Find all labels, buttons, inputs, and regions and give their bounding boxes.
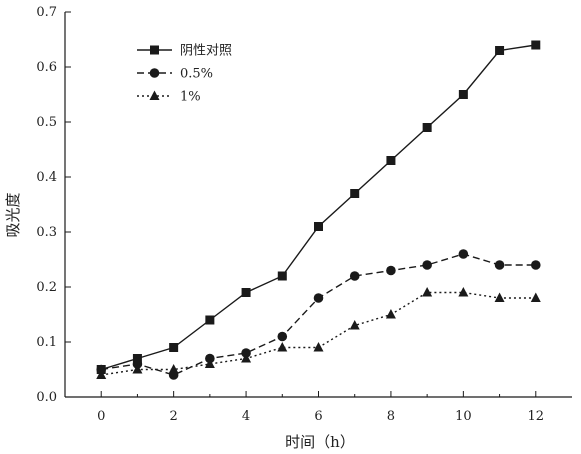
legend-label: 0.5%	[180, 67, 213, 82]
y-tick-label: 0.0	[36, 390, 57, 405]
y-tick-label: 0.7	[36, 5, 57, 20]
data-point-circle	[494, 260, 505, 270]
y-tick-label: 0.6	[36, 60, 57, 75]
x-tick-label: 6	[314, 409, 322, 424]
legend-item-2: 0.5%	[137, 67, 213, 82]
series-line	[101, 44, 536, 371]
series-layer	[96, 40, 541, 380]
x-tick-label: 12	[528, 409, 545, 424]
data-point-triangle	[385, 309, 396, 319]
data-point-square	[169, 343, 179, 352]
x-tick-label: 2	[170, 409, 178, 424]
data-point-circle	[530, 260, 541, 270]
data-point-circle	[313, 293, 324, 303]
data-point-circle	[277, 331, 288, 342]
x-tick-label: 0	[97, 409, 105, 424]
data-point-triangle	[313, 342, 324, 352]
data-point-triangle	[458, 287, 469, 297]
x-axis-label: 时间（h）	[285, 433, 355, 451]
data-point-circle	[96, 364, 107, 375]
data-point-triangle	[132, 364, 143, 374]
data-point-circle	[386, 265, 396, 276]
data-point-square	[277, 271, 287, 281]
data-point-square	[531, 40, 541, 50]
x-tick-label: 8	[387, 409, 395, 424]
data-point-square	[150, 45, 159, 55]
data-point-triangle	[204, 358, 215, 368]
data-point-triangle	[168, 364, 179, 374]
data-point-square	[386, 156, 396, 165]
legend-label: 1%	[180, 90, 201, 105]
data-point-square	[314, 222, 323, 231]
y-axis-label: 吸光度	[4, 192, 22, 237]
data-point-circle	[458, 249, 469, 259]
legend-item-3: 1%	[137, 90, 201, 105]
data-point-square	[350, 189, 360, 198]
y-tick-label: 0.5	[36, 115, 57, 130]
data-point-triangle	[277, 342, 288, 352]
data-point-triangle	[494, 292, 505, 302]
data-point-square	[422, 123, 432, 132]
data-point-triangle	[530, 292, 541, 302]
data-point-triangle	[149, 90, 160, 100]
data-point-triangle	[96, 369, 107, 379]
y-tick-label: 0.3	[36, 225, 57, 240]
series-3	[96, 287, 541, 379]
data-point-circle	[149, 68, 160, 78]
data-point-square	[132, 354, 142, 363]
data-point-square	[241, 288, 251, 297]
data-point-triangle	[422, 287, 433, 297]
data-point-circle	[349, 271, 360, 281]
data-point-circle	[422, 260, 432, 270]
series-2	[96, 249, 541, 380]
legend-item-1: 阴性对照	[137, 44, 232, 59]
x-tick-label: 10	[455, 409, 472, 424]
data-point-square	[495, 46, 505, 55]
data-point-square	[205, 315, 215, 325]
series-line	[101, 253, 536, 376]
data-point-triangle	[349, 320, 360, 330]
y-tick-label: 0.4	[36, 170, 57, 185]
data-point-triangle	[241, 353, 252, 363]
series-1	[96, 40, 541, 374]
y-tick-label: 0.1	[36, 335, 57, 350]
series-line	[101, 291, 536, 376]
data-point-square	[458, 90, 468, 99]
y-tick-label: 0.2	[36, 280, 57, 295]
x-tick-label: 4	[242, 409, 250, 424]
axes: 0.0 0.1 0.2 0.3 0.4 0.5 0.6 0.7 0 2 4 6 8 10 12	[36, 5, 572, 424]
legend: 阴性对照 0.5% 1%	[137, 44, 232, 105]
legend-label: 阴性对照	[180, 44, 232, 59]
